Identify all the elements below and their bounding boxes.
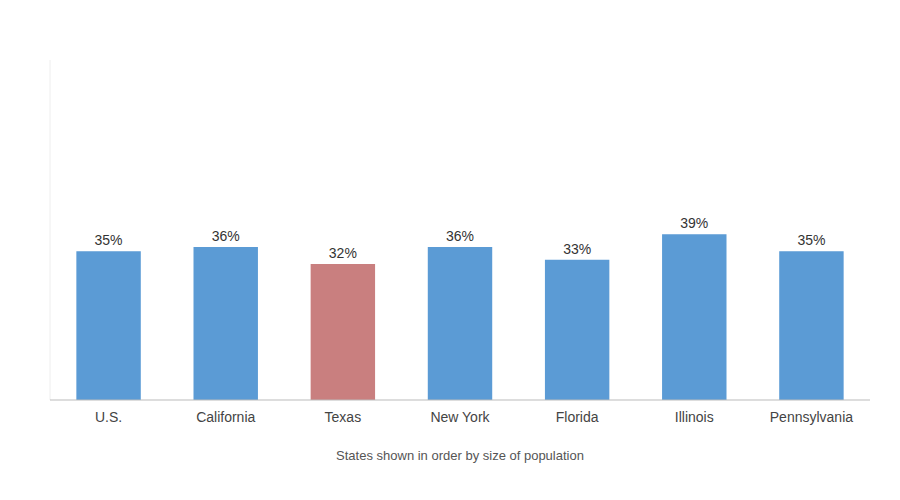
bars — [76, 234, 843, 400]
x-tick-label: Florida — [556, 409, 599, 425]
bar — [194, 247, 258, 400]
x-axis-label: States shown in order by size of populat… — [336, 448, 584, 463]
x-tick-label: Illinois — [675, 409, 714, 425]
bar — [545, 260, 609, 400]
bar — [311, 264, 375, 400]
data-label: 35% — [95, 232, 123, 248]
chart-container: 35% 36% 32% 36% 33% 39% 35% U.S. California Texas… — [0, 0, 900, 500]
bar — [779, 251, 843, 400]
data-label: 36% — [212, 228, 240, 244]
bar — [662, 234, 726, 400]
y-range-line — [50, 60, 51, 400]
x-tick-label: Texas — [325, 409, 362, 425]
x-tick-label: New York — [430, 409, 490, 425]
bar — [428, 247, 492, 400]
x-tick-label: Pennsylvania — [770, 409, 853, 425]
bar — [76, 251, 140, 400]
chart: 35% 36% 32% 36% 33% 39% 35% U.S. California Texas… — [0, 0, 900, 500]
x-axis-line — [50, 400, 870, 401]
x-tick-label: U.S. — [95, 409, 122, 425]
x-tick-label: California — [196, 409, 255, 425]
data-label: 39% — [680, 215, 708, 231]
data-label: 35% — [797, 232, 825, 248]
data-label: 36% — [446, 228, 474, 244]
data-label: 32% — [329, 245, 357, 261]
data-label: 33% — [563, 241, 591, 257]
